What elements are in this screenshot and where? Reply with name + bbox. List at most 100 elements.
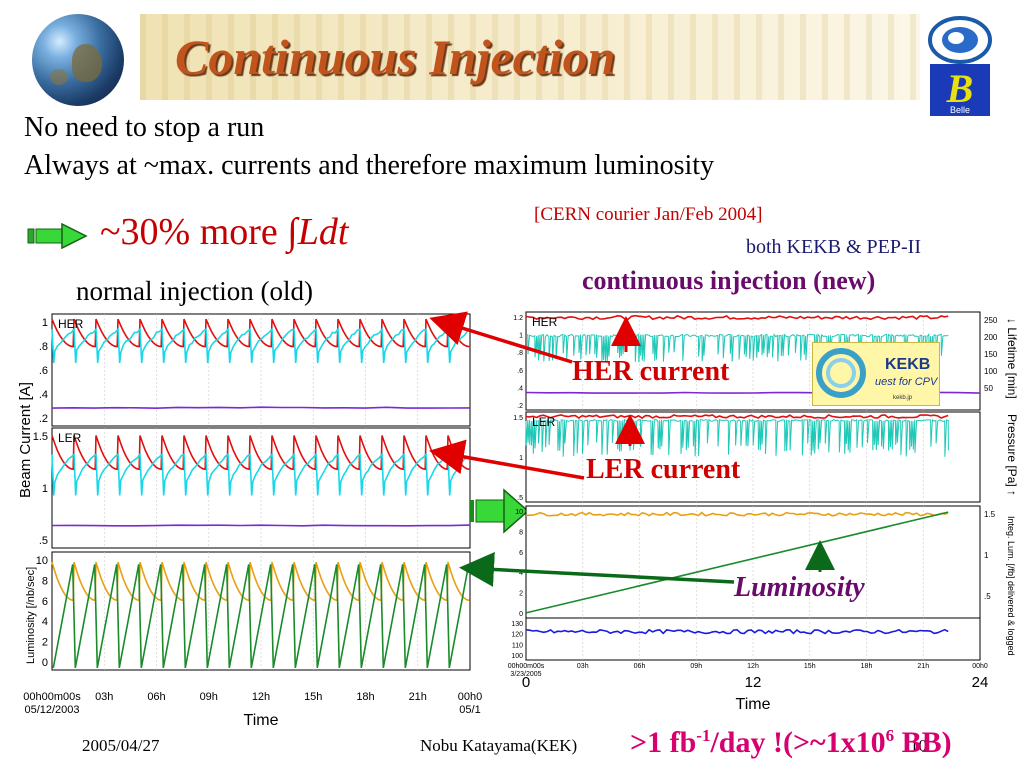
ler-arrow-old [429, 439, 585, 480]
old-x-tick-label: 09h [200, 691, 218, 703]
old-y-tick-label: .2 [39, 413, 48, 425]
old-x-tick-label: 12h [252, 691, 270, 703]
cern-reference: [CERN courier Jan/Feb 2004] [534, 204, 763, 225]
new-panel-4: 130 120 110 100 [511, 617, 981, 661]
new-y-tick-label: 110 [512, 642, 523, 649]
old-panel-3-series-gold [51, 561, 470, 602]
old-panel-2-series-cyan [51, 452, 468, 496]
old-panel-1-series-cyan [51, 327, 468, 363]
ler-current-callout: LER current [586, 454, 741, 485]
old-y-tick-label: .4 [39, 389, 48, 401]
note-sup: -1 [696, 726, 711, 745]
old-y-axis-label: Beam Current [A] [17, 382, 34, 498]
more-text: ~30% more [100, 211, 288, 253]
new-x-tick-large: 24 [972, 674, 989, 691]
old-x-tick-label: 05/1 [459, 704, 480, 716]
svg-text:B: B [946, 66, 974, 111]
new-y2-tick-label: 100 [984, 367, 998, 376]
footer-page-number: 10 [910, 736, 927, 755]
old-y-tick-label: 1 [42, 317, 48, 329]
new-x-tick-label: 21h [917, 663, 929, 670]
new-y2-tick-label: 1.5 [984, 510, 996, 519]
new-panel-1-label: HER [532, 315, 558, 329]
old-x-tick-label: 03h [95, 691, 113, 703]
new-y-tick-label: .4 [517, 385, 523, 392]
old-x-axis-label: Time [244, 712, 279, 729]
note-sup2: 6 [885, 726, 895, 745]
old-y-tick-label: 1 [42, 483, 48, 495]
new-panel-2-series-her [525, 414, 949, 419]
body-line-1: No need to stop a run [24, 112, 265, 143]
new-x-tick-label: 00h0 [972, 663, 988, 670]
new-y-tick-label: 1.5 [513, 415, 523, 422]
new-y2-tick-label: 1 [984, 551, 989, 560]
new-y2-tick-label: 150 [984, 350, 998, 359]
footer-date: 2005/04/27 [82, 736, 160, 755]
old-panel-1-label: HER [58, 317, 84, 331]
old-x-tick-label: 00h0 [458, 691, 482, 703]
new-y-tick-label: 1.2 [513, 315, 523, 322]
old-y-tick-label: 8 [42, 575, 48, 587]
integral-text: ∫Ldt [287, 211, 349, 253]
new-panel-3-series-gold [525, 511, 949, 517]
old-panel-2-series-her [51, 435, 470, 471]
kekb-logo: KEKB uest for CPV kekb.jp [812, 342, 940, 406]
new-y-tick-label: .2 [517, 403, 523, 410]
old-y-tick-label: 1.5 [33, 431, 48, 443]
old-panel-1-series-violet [51, 406, 471, 410]
old-y-tick-label: .6 [39, 365, 48, 377]
old-x-tick-label: 21h [409, 691, 427, 703]
old-panel-2-label: LER [58, 431, 82, 445]
new-mode-label: continuous injection (new) [582, 266, 876, 295]
new-y-tick-label: .8 [517, 350, 523, 357]
old-y-tick-label: 2 [42, 637, 48, 649]
new-y-tick-label: 6 [519, 550, 523, 557]
both-labs-note: both KEKB & PEP-II [746, 236, 921, 258]
old-x-tick-label: 15h [304, 691, 322, 703]
old-panel-1: HER 1 .8 .6 .4 .2 [39, 313, 471, 427]
more-luminosity-text: ~30% more ∫Ldt [100, 210, 348, 254]
new-x-tick-label: 15h [804, 663, 816, 670]
new-y-tick-label: 0 [519, 611, 523, 618]
old-y-tick-label: .8 [39, 341, 48, 353]
new-y-tick-label: 100 [511, 653, 523, 660]
new-x-axis-label: Time [736, 696, 771, 713]
new-x-tick-label: 09h [690, 663, 702, 670]
belle-logo: B Belle [928, 16, 992, 116]
page-title: Continuous Injection [175, 29, 616, 85]
kekb-logo-url: kekb.jp [893, 395, 913, 401]
old-y-tick-label: 6 [42, 596, 48, 608]
continuous-injection-chart: HER1.21.8.6.4.225020015010050LER1.51.510… [508, 311, 1019, 713]
new-x-tick-label: 00h00m00s [508, 663, 545, 670]
new-y-tick-label: 1 [519, 455, 523, 462]
new-x-tick-label: 3/23/2005 [510, 671, 541, 678]
old-x-tick-label: 06h [147, 691, 165, 703]
daily-luminosity-note: >1 fb-1/day !(>~1x106 BB) [630, 726, 952, 760]
her-arrow-old [429, 311, 573, 364]
new-x-tick-label: 03h [577, 663, 589, 670]
new-y-tick-label: 2 [519, 591, 523, 598]
new-y-tick-label: 130 [511, 621, 523, 628]
new-panel-1-series-her [525, 314, 949, 321]
old-panel-3: 10 8 6 4 2 0 Luminosity [/nb/sec] [25, 551, 471, 671]
new-panel-4-series-blue [525, 628, 949, 635]
new-panel-2-label: LER [532, 415, 556, 429]
integrated-lum-axis-label: Integ. Lum. [/fb] delivered & logged [1006, 516, 1016, 656]
old-x-tick-label: 00h00m00s [23, 691, 81, 703]
new-x-tick-label: 06h [634, 663, 646, 670]
lifetime-axis-label: ↓ Lifetime [min] [1005, 318, 1019, 399]
new-y2-tick-label: 250 [984, 316, 998, 325]
old-x-tick-label: 05/12/2003 [24, 704, 79, 716]
new-y-tick-label: 8 [519, 529, 523, 536]
new-panel-3-series-green [525, 511, 949, 614]
pressure-axis-label: Pressure [Pa] ↑ [1005, 414, 1019, 496]
old-panel-3-series-green [52, 564, 470, 668]
globe-icon [32, 14, 124, 106]
title-banner [140, 14, 920, 100]
note-prefix: >1 fb [630, 726, 697, 759]
new-y-tick-label: 120 [511, 632, 523, 639]
new-y-tick-label: 1 [519, 333, 523, 340]
new-panel-2-series-teal [525, 418, 949, 457]
